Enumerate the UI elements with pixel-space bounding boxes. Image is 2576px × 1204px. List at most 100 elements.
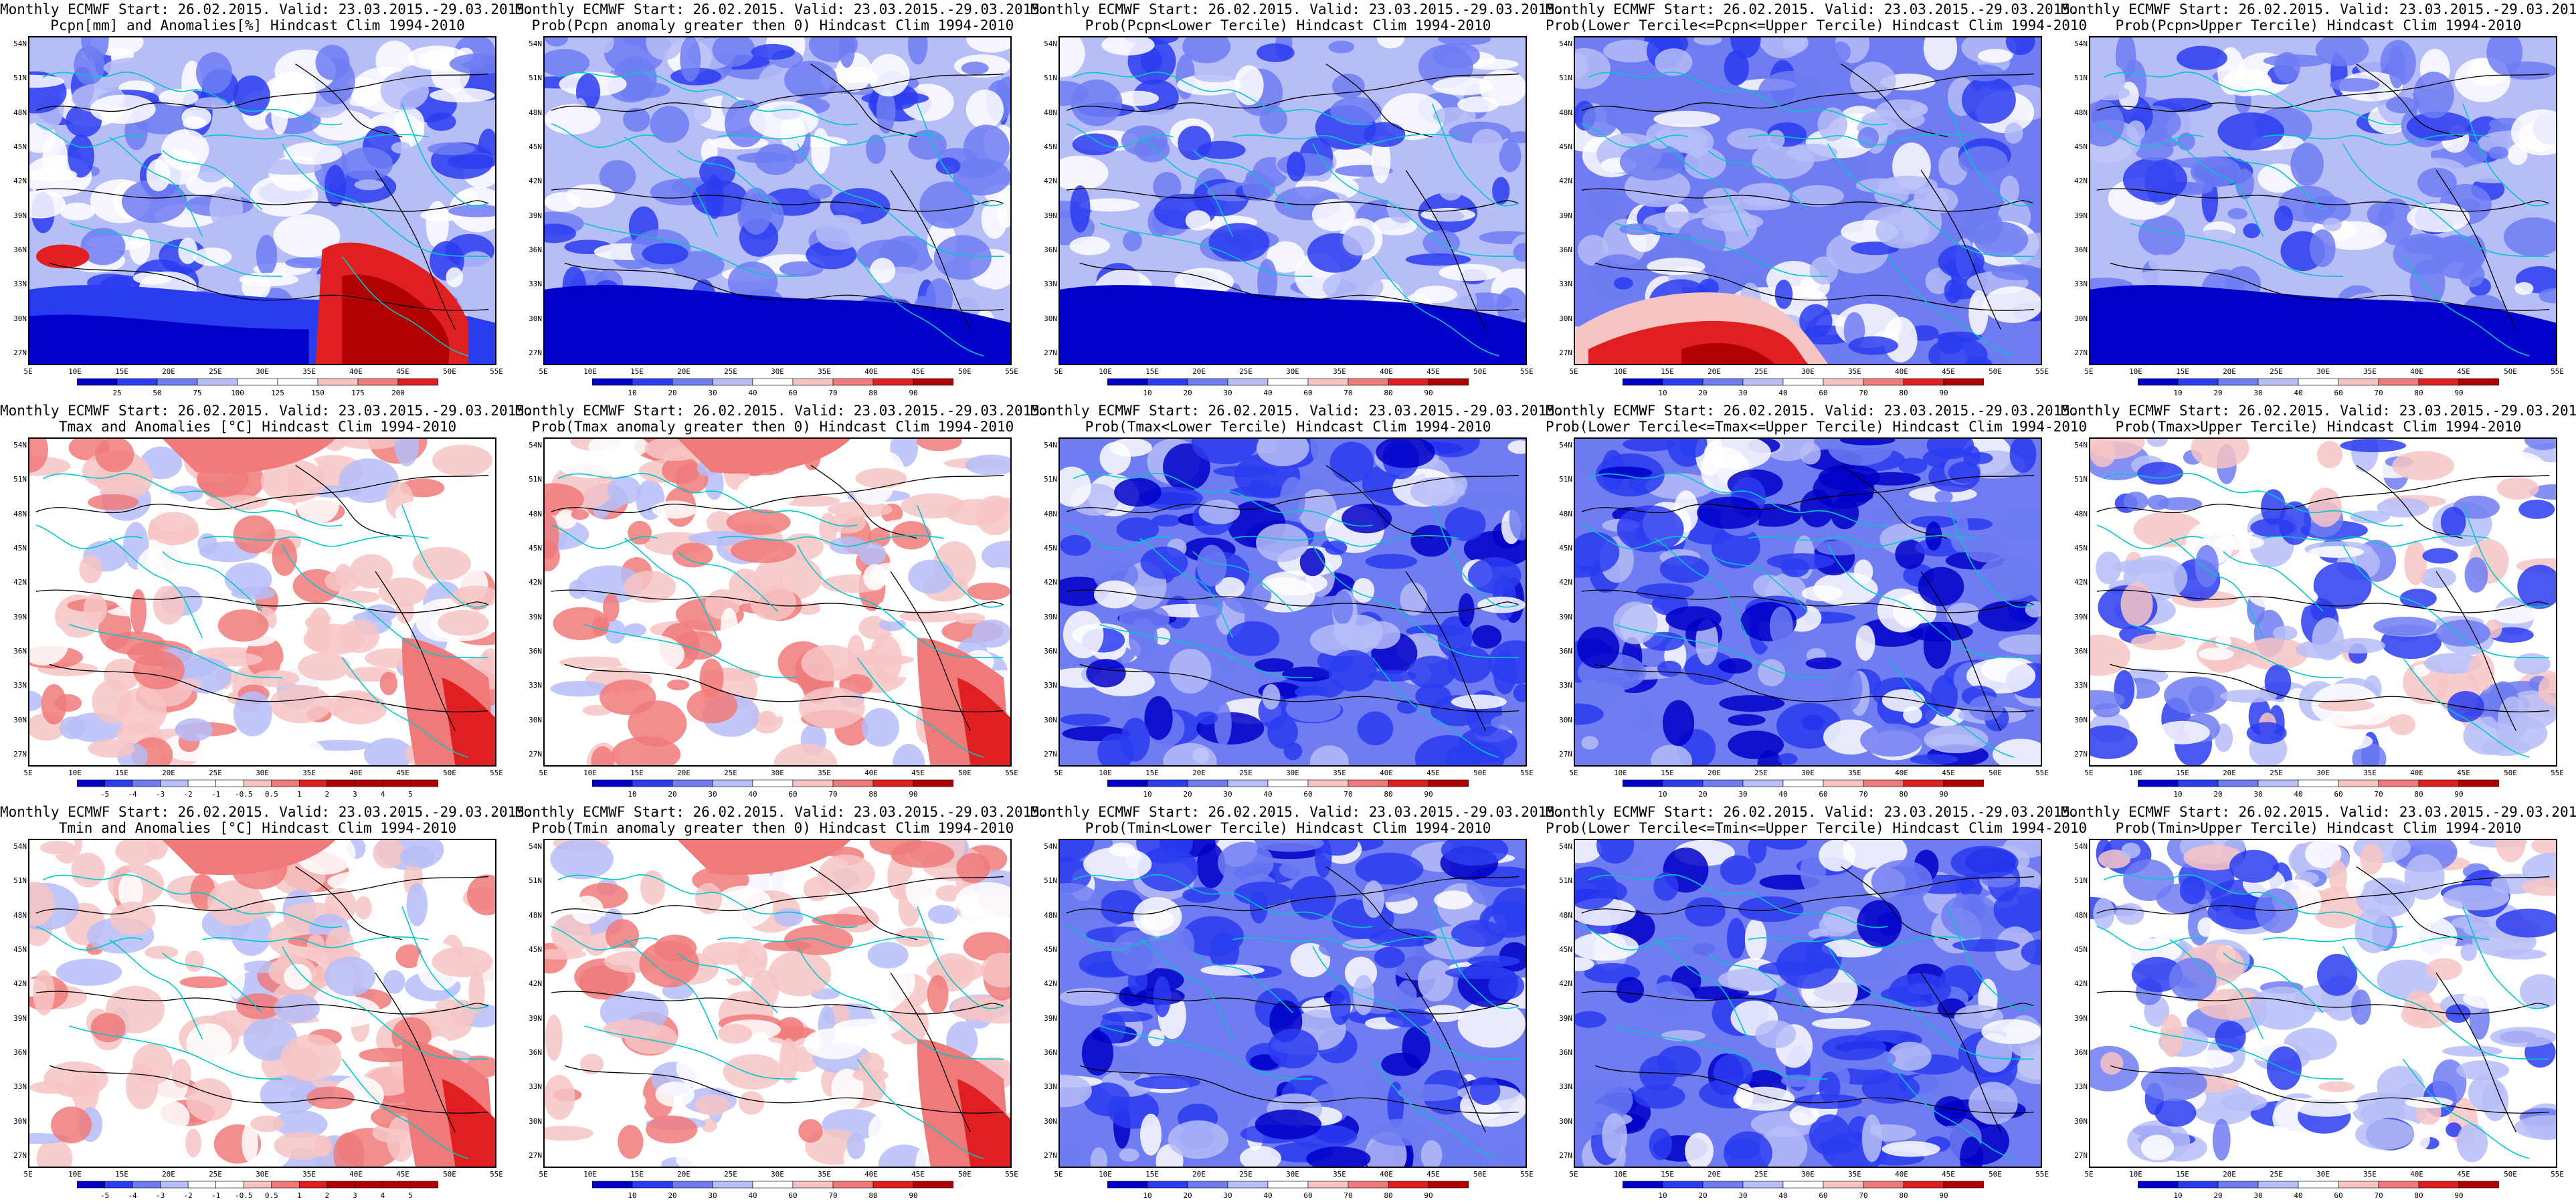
colorbar-swatch: [1742, 378, 1784, 386]
colorbar-tick-label: 30: [1223, 389, 1232, 397]
map-field-cell: [2407, 203, 2470, 233]
map-field-cell: [283, 142, 343, 165]
map-warm-anomaly-core: [957, 1079, 1010, 1167]
map-field-cell: [1267, 241, 1305, 273]
map-field-cell: [260, 1075, 318, 1114]
map-coastline: [2130, 1025, 2343, 1080]
map-coastline: [2263, 133, 2490, 146]
colorbar-swatch: [872, 378, 914, 386]
map-contour-line: [1841, 64, 1948, 138]
map-field-cell: [1352, 578, 1375, 603]
colorbar-swatch: [2258, 779, 2299, 787]
map-field-cell: [717, 1024, 753, 1044]
colorbar-svg: [1107, 779, 1469, 787]
latitude-label: 39N: [13, 211, 27, 220]
longitude-label: 5E: [1054, 1170, 1063, 1179]
latitude-label: 27N: [529, 1151, 542, 1160]
longitude-label: 10E: [1099, 1170, 1112, 1179]
longitude-label: 35E: [818, 367, 831, 376]
colorbar-tick-label: 20: [1183, 1191, 1192, 1200]
map-field-cell: [2406, 916, 2458, 959]
map-field-cell: [757, 710, 777, 727]
map-contour-line: [1325, 465, 1433, 539]
map-hot-anomaly-west: [35, 244, 90, 269]
map-coastline: [2462, 906, 2550, 1009]
longitude-label: 30E: [1286, 1170, 1299, 1179]
panel-title-line1: Monthly ECMWF Start: 26.02.2015. Valid: …: [1030, 804, 1564, 820]
map-field-cell: [1829, 41, 1851, 63]
map-field-cell: [2179, 876, 2206, 905]
colorbar-swatch: [1428, 1181, 1469, 1189]
colorbar-tick-label: 90: [1424, 1191, 1433, 1200]
longitude-label: 20E: [1192, 367, 1206, 376]
colorbar-swatch: [1307, 779, 1349, 787]
map-field-cell: [2503, 217, 2556, 257]
colorbar-tick-label: 10: [1658, 790, 1667, 799]
map-field-cell: [1504, 186, 1526, 229]
map-field-cell: [1457, 1000, 1526, 1048]
colorbar-swatch: [1702, 779, 1744, 787]
latitude-label: 42N: [529, 979, 542, 989]
latitude-label: 54N: [2074, 39, 2088, 48]
longitude-label: 50E: [1989, 769, 2002, 777]
map-field-cell: [1182, 37, 1231, 64]
map-contour-line: [2096, 991, 2550, 1015]
map-field-cell: [1642, 631, 1685, 651]
map-field-cell: [1633, 1084, 1685, 1109]
longitude-label: 20E: [1708, 1170, 1721, 1179]
map-field-cell: [1488, 972, 1525, 1000]
colorbar-tick-label: 90: [1939, 790, 1948, 799]
map-field-cell: [428, 142, 475, 156]
map-field-cell: [1665, 128, 1708, 151]
map-field-cell: [892, 744, 925, 765]
colorbar-swatch: [1187, 1181, 1228, 1189]
latitude-label: 27N: [1044, 348, 1057, 357]
colorbar-tick-label: 30: [1223, 1191, 1232, 1200]
map-field-cell: [702, 942, 753, 965]
map-field-cell: [2460, 943, 2477, 961]
map-field-cell: [2519, 974, 2556, 1009]
map-field-cell: [1649, 1128, 1672, 1161]
map-field-cell: [1093, 580, 1137, 609]
map-field-cell: [559, 656, 628, 669]
longitude-label: 55E: [1005, 367, 1018, 376]
map-field-cell: [852, 1068, 889, 1082]
map-field-cell: [2422, 548, 2458, 564]
colorbar: [77, 779, 438, 788]
panel-title-line1: Monthly ECMWF Start: 26.02.2015. Valid: …: [515, 804, 1048, 820]
map-warm-north: [162, 439, 336, 474]
forecast-map-svg: [29, 37, 495, 364]
map-field-cell: [1134, 136, 1170, 163]
colorbar-tick-label: 20: [1698, 1191, 1708, 1200]
longitude-label: 5E: [1054, 769, 1063, 777]
colorbar: [77, 1180, 438, 1189]
map-coastline: [1708, 551, 1809, 612]
map-field-cell: [1330, 96, 1382, 126]
map-field-cell: [406, 882, 428, 926]
map-field-cell: [1239, 1146, 1281, 1167]
map-field-cell: [2377, 959, 2438, 1000]
map-field-cell: [545, 1125, 594, 1141]
map-field-cell: [233, 75, 270, 116]
map-contour-line: [49, 664, 489, 712]
map-contour-line: [890, 571, 971, 731]
map-field-cell: [2312, 617, 2344, 661]
colorbar-swatch: [1147, 1181, 1188, 1189]
map-field-cell: [2522, 878, 2556, 896]
colorbar-swatch: [1307, 1181, 1349, 1189]
map-field-cell: [83, 593, 108, 625]
latitude-label: 42N: [2074, 578, 2088, 587]
colorbar-swatch: [2177, 779, 2219, 787]
map-field-cell: [1774, 280, 1793, 309]
latitude-label: 54N: [13, 842, 27, 851]
colorbar-swatch: [2378, 1181, 2419, 1189]
map-field-cell: [2242, 637, 2308, 670]
map-field-cell: [270, 71, 316, 116]
map-field-cell: [1445, 506, 1486, 541]
map-coastline: [2223, 150, 2324, 211]
map-field-cell: [2318, 698, 2375, 712]
colorbar-swatch: [1348, 378, 1389, 386]
latitude-label: 36N: [1559, 245, 1572, 254]
longitude-label: 30E: [771, 367, 784, 376]
map-contour-line: [1581, 876, 2035, 915]
